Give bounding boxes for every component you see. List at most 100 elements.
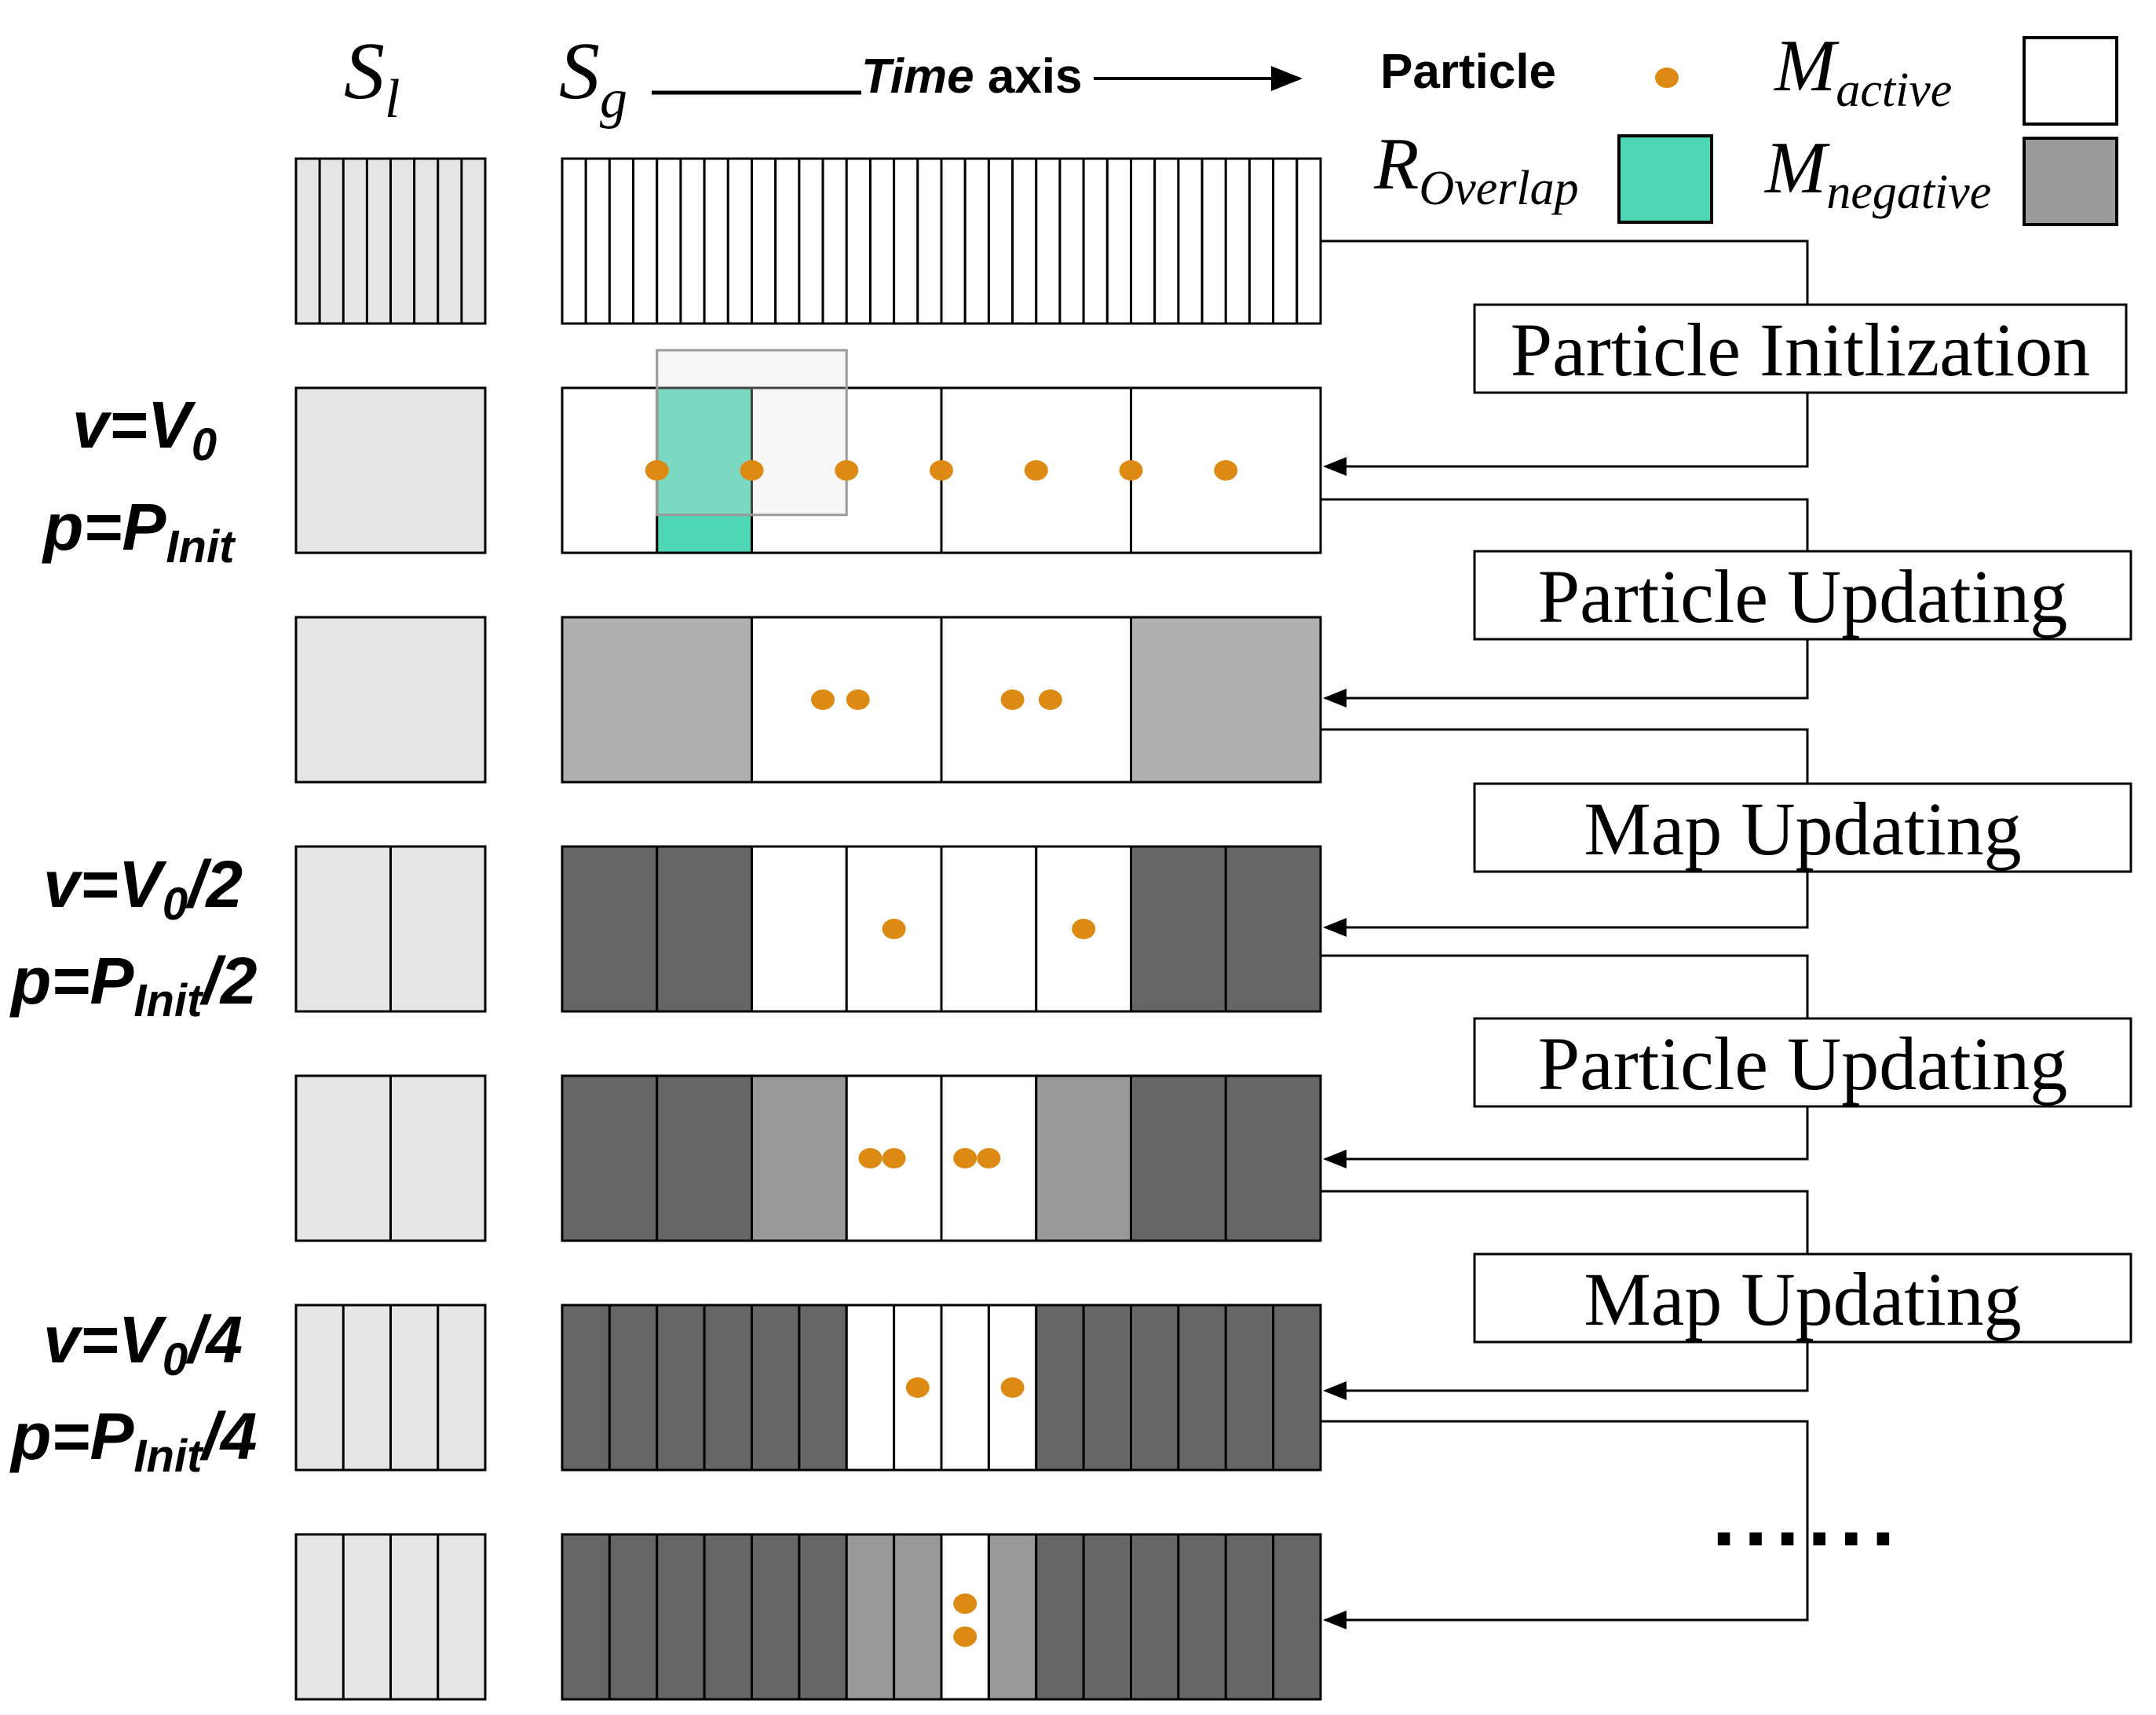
sg-row-7 xyxy=(561,1533,1322,1701)
step-box-5-label: Map Updating xyxy=(1584,1257,2021,1341)
step-box-3: Map Updating xyxy=(1473,782,2132,873)
particle-dot xyxy=(1119,460,1143,481)
legend-particle-dot xyxy=(1655,68,1679,88)
sg-cell-negative xyxy=(751,1304,801,1472)
sg-cell-negative xyxy=(1035,1533,1085,1701)
sg-cell-active xyxy=(821,157,848,325)
param-p-3-main: p=P xyxy=(9,1399,134,1473)
sg-cell-negative xyxy=(751,1533,801,1701)
sg-row-3 xyxy=(561,616,1322,784)
sg-cell-negative xyxy=(1130,1533,1180,1701)
sg-cell-active xyxy=(584,157,611,325)
sg-cell-active xyxy=(679,157,706,325)
particle-dot xyxy=(1000,1377,1025,1398)
sl-header-main: S xyxy=(344,26,385,116)
sg-cell-active xyxy=(632,157,659,325)
param-v-3-main: v=V xyxy=(43,1303,167,1377)
particle-dot xyxy=(835,460,859,481)
sg-cell-active xyxy=(916,157,943,325)
step-box-2-label: Particle Updating xyxy=(1538,554,2067,638)
sl-header: Sl xyxy=(344,26,400,130)
time-axis-bold: axis xyxy=(974,49,1083,104)
sg-cell-negative xyxy=(703,1533,753,1701)
sg-cell-negative xyxy=(1224,1304,1275,1472)
step-box-5: Map Updating xyxy=(1473,1252,2132,1344)
step-box-4: Particle Updating xyxy=(1473,1017,2132,1108)
sg-cell-negative xyxy=(987,1533,1038,1701)
sg-cell-negative xyxy=(608,1304,659,1472)
sg-cell-negative xyxy=(608,1533,659,1701)
sg-cell-active xyxy=(940,616,1132,784)
sg-cell-active xyxy=(963,157,990,325)
time-axis-label: Time axis xyxy=(861,49,1083,104)
sg-cell-active xyxy=(798,157,824,325)
sg-cell-active xyxy=(893,157,919,325)
param-v-3: v=V0/4 xyxy=(43,1303,243,1385)
sl-row-7 xyxy=(294,1533,487,1701)
step-box-2: Particle Updating xyxy=(1473,550,2132,641)
sg-cell-active xyxy=(1011,157,1038,325)
sg-cell-active xyxy=(940,157,967,325)
sg-cell-active xyxy=(1224,157,1251,325)
param-group-3: v=V0/4 p=PInit/4 xyxy=(9,1303,257,1482)
sg-header-main: S xyxy=(559,26,600,116)
sg-cell-active xyxy=(751,845,848,1013)
param-group-2: v=V0/2 p=PInit/2 xyxy=(9,847,257,1026)
step-box-4-label: Particle Updating xyxy=(1538,1022,2067,1106)
sg-cell-negative xyxy=(751,1074,848,1242)
param-group-1: v=V0 p=PInit xyxy=(42,388,236,572)
step-box-3-label: Map Updating xyxy=(1584,787,2021,871)
sg-cell-negative xyxy=(561,1533,611,1701)
sg-cell-negative xyxy=(1082,1533,1132,1701)
param-v-2-main: v=V xyxy=(43,847,167,921)
sg-cell-negative xyxy=(845,1533,896,1701)
sg-cell-negative xyxy=(1035,1074,1132,1242)
particle-dot xyxy=(846,689,870,710)
sg-cell-active xyxy=(1272,157,1299,325)
sg-cell-active xyxy=(774,157,801,325)
legend-overlap-label: ROverlap xyxy=(1373,123,1579,215)
sl-row-3 xyxy=(294,616,487,784)
legend-overlap-sub: Overlap xyxy=(1419,162,1578,215)
particle-dot xyxy=(882,1148,906,1168)
particle-dot xyxy=(811,689,835,710)
step-box-4-frame xyxy=(1473,1017,2132,1108)
sg-cell-negative xyxy=(1272,1533,1322,1701)
particle-dot xyxy=(1038,689,1062,710)
sg-column xyxy=(561,157,1322,1701)
particle-dot xyxy=(1072,919,1096,939)
sg-cell-negative xyxy=(1035,1304,1085,1472)
param-p-1: p=PInit xyxy=(42,490,236,572)
step-box-1: Particle Initlization xyxy=(1473,303,2128,394)
param-p-3: p=PInit/4 xyxy=(9,1399,257,1482)
sg-cell-negative xyxy=(561,845,659,1013)
sl-row-1 xyxy=(294,157,487,325)
sg-cell-active xyxy=(1200,157,1227,325)
sg-cell-active xyxy=(1153,157,1180,325)
step-box-1-frame xyxy=(1473,303,2128,394)
sg-cell-active xyxy=(1082,157,1109,325)
sg-row-6 xyxy=(561,1304,1322,1472)
legend-overlap-swatch xyxy=(1617,134,1713,224)
particle-dot xyxy=(1214,460,1238,481)
particle-dot xyxy=(1024,460,1048,481)
sg-cell-active xyxy=(1130,157,1157,325)
param-p-1-main: p=P xyxy=(42,490,166,564)
sg-cell-negative xyxy=(1130,1074,1227,1242)
sg-cell-active xyxy=(561,157,587,325)
sg-row-4 xyxy=(561,845,1322,1013)
sg-cell-active xyxy=(726,157,753,325)
sg-cell-negative xyxy=(656,1533,706,1701)
sg-cell-active xyxy=(845,157,872,325)
param-v-2: v=V0/2 xyxy=(43,847,243,930)
param-p-2-tail: /2 xyxy=(199,944,257,1018)
sg-cell-negative xyxy=(1224,1533,1275,1701)
flow-connector-6 xyxy=(1321,1420,1809,1629)
sg-cell-negative xyxy=(798,1304,848,1472)
sg-row-1 xyxy=(561,157,1322,325)
sg-cell-negative xyxy=(656,1074,753,1242)
sg-cell-negative xyxy=(1224,845,1322,1013)
sg-cell-negative xyxy=(703,1304,753,1472)
particle-dot xyxy=(930,460,953,481)
sl-row-2 xyxy=(294,386,487,554)
